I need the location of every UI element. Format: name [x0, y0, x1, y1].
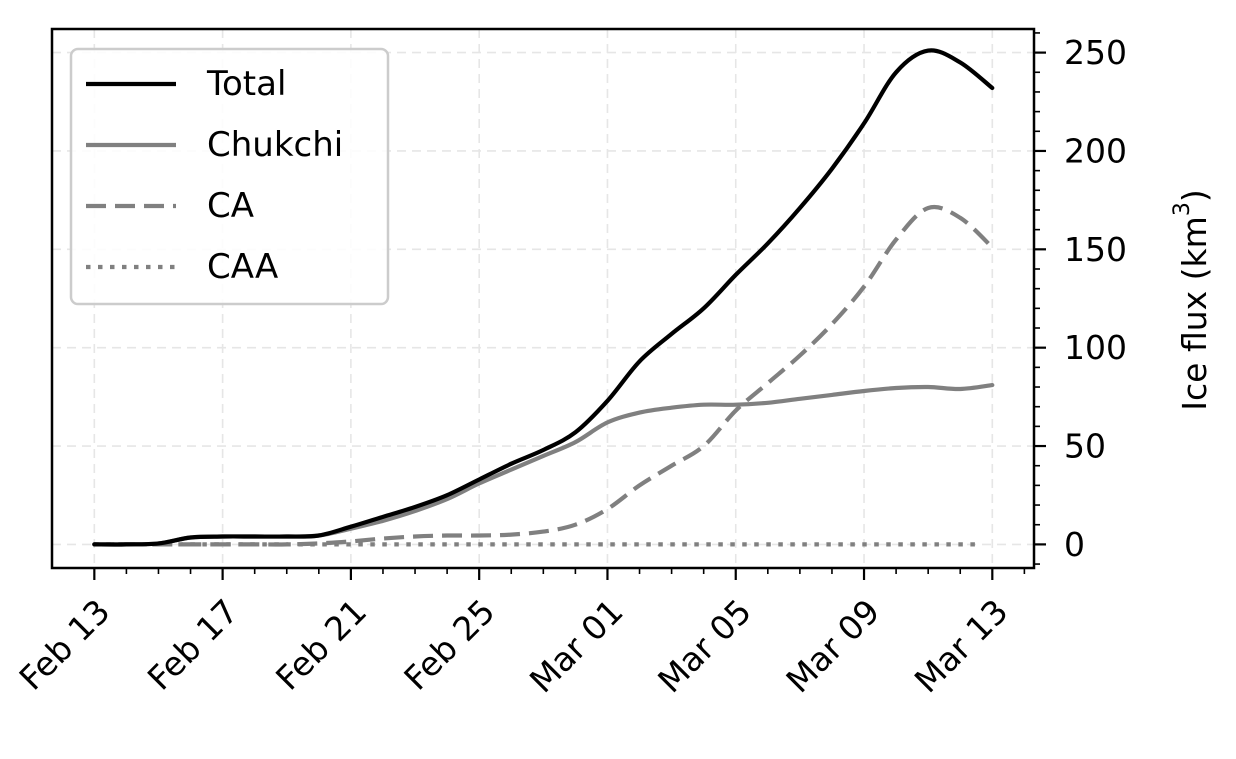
series-line-ca	[94, 204, 994, 547]
x-tick-label: Feb 17	[140, 592, 246, 698]
series-line-chukchi	[92, 383, 995, 547]
grid	[52, 29, 1034, 568]
x-axis-ticks: Feb 13 Feb 17 Feb 21 Feb 25 Mar 01 Mar 05 Mar …	[12, 568, 1026, 701]
y-axis-label-main: Ice flux (km	[1175, 216, 1214, 411]
legend-label-caa: CAA	[207, 247, 278, 287]
x-tick-label: Mar 01	[522, 592, 631, 701]
legend: Total Chukchi CA CAA	[69, 47, 390, 306]
y-axis-ticks: 0 50 100 150 200 250	[1034, 32, 1127, 565]
legend-box	[69, 47, 390, 306]
x-tick-label: Mar 13	[907, 592, 1016, 701]
y-tick-label: 0	[1064, 525, 1085, 564]
x-tick-label: Mar 09	[778, 592, 887, 701]
series-lines	[92, 48, 995, 547]
y-tick-label: 100	[1064, 328, 1127, 367]
x-tick-label: Feb 21	[268, 592, 374, 698]
y-tick-label: 50	[1064, 427, 1106, 466]
y-axis-label: Ice flux (km3)	[1170, 189, 1214, 410]
y-tick-label: 150	[1064, 230, 1127, 269]
y-tick-label: 250	[1064, 33, 1127, 72]
legend-label-chukchi: Chukchi	[207, 125, 343, 165]
x-tick-label: Feb 13	[12, 592, 118, 698]
y-tick-label: 200	[1064, 131, 1127, 170]
legend-label-ca: CA	[207, 186, 254, 226]
x-tick-label: Mar 05	[650, 592, 759, 701]
legend-label-total: Total	[206, 64, 286, 104]
y-axis-label-superscript: 3	[1170, 202, 1195, 216]
y-axis-label-close: )	[1175, 189, 1214, 202]
series-line-total	[92, 48, 995, 547]
x-tick-label: Feb 25	[396, 592, 502, 698]
